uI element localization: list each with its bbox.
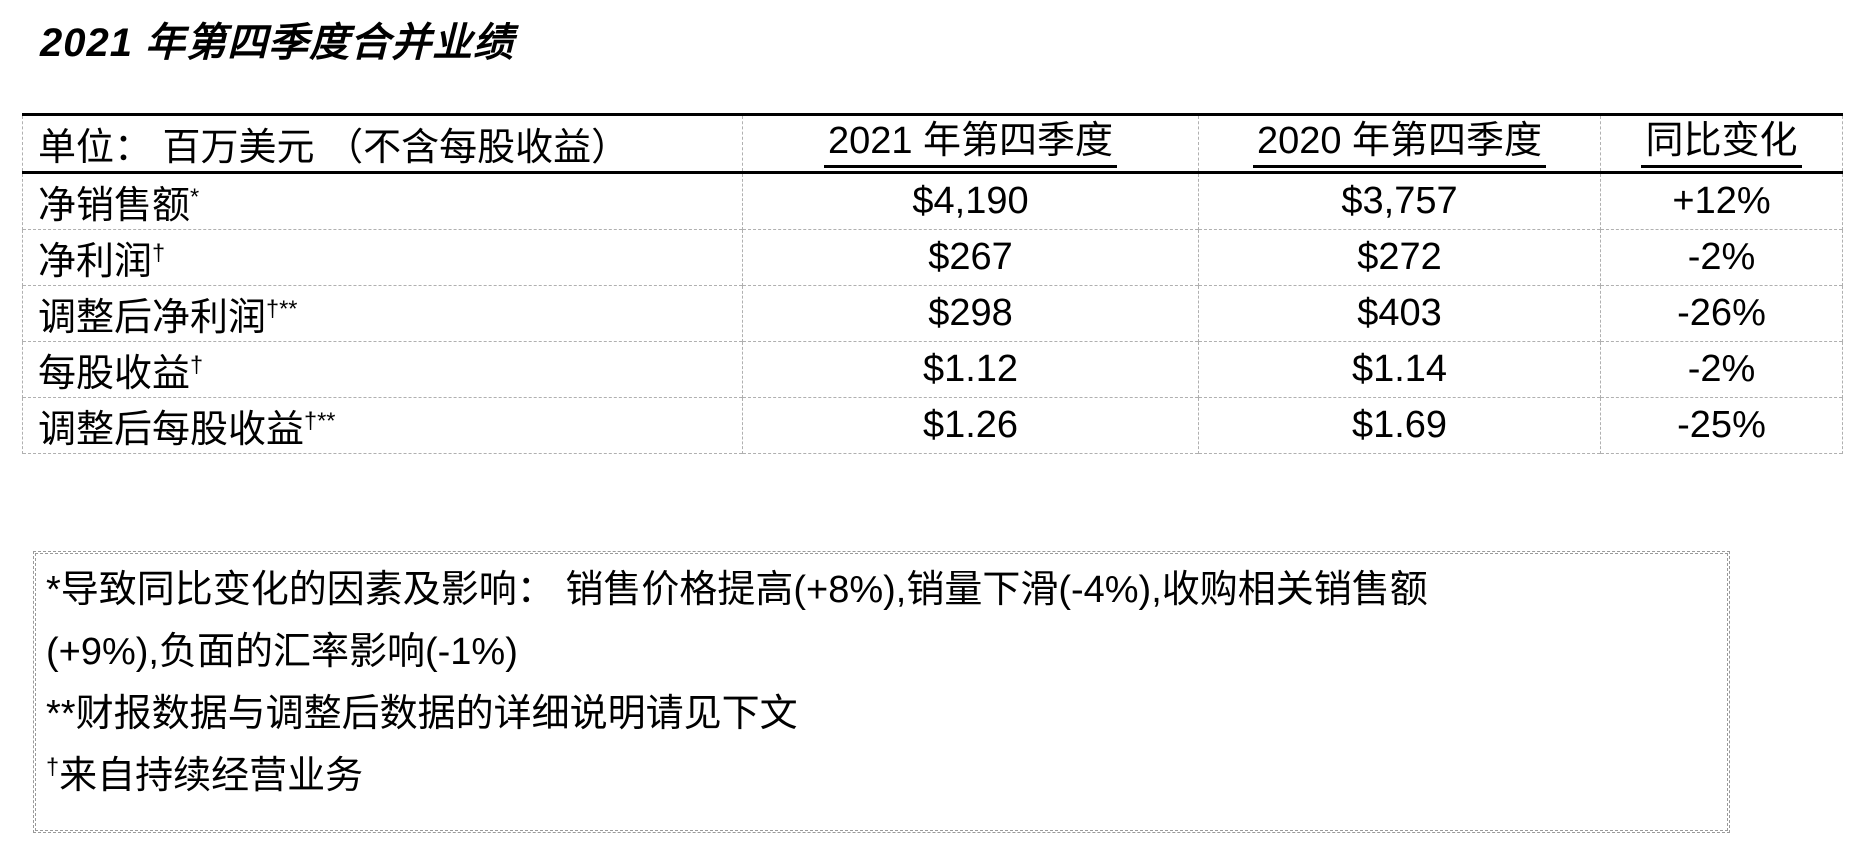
column-header-yoy-change: 同比变化 — [1641, 119, 1802, 169]
footnote-marker: * — [190, 183, 200, 210]
value-cell-2021: $1.12 — [742, 341, 1199, 398]
footnote-text: *导致同比变化的因素及影响： 销售价格提高(+8%),销量下滑(-4%),收购相… — [46, 569, 1428, 611]
unit-header-cell: 单位： 百万美元 （不含每股收益） — [22, 114, 743, 173]
footnote-marker: † — [152, 239, 166, 266]
table-header-row: 单位： 百万美元 （不含每股收益） 2021 年第四季度 2020 年第四季度 … — [22, 114, 1843, 173]
value-cell-2021: $4,190 — [742, 172, 1199, 230]
footnotes-box: *导致同比变化的因素及影响： 销售价格提高(+8%),销量下滑(-4%),收购相… — [33, 551, 1730, 833]
column-header-q4-2021-cell: 2021 年第四季度 — [742, 114, 1199, 173]
value-cell-2020: $272 — [1198, 229, 1601, 286]
value-cell-2020: $1.69 — [1198, 397, 1601, 454]
footnote-line: †来自持续经营业务 — [46, 745, 1717, 807]
column-header-q4-2020: 2020 年第四季度 — [1252, 119, 1547, 169]
footnote-line: (+9%),负面的汇率影响(-1%) — [46, 621, 1717, 683]
value-cell-2021: $298 — [742, 285, 1199, 342]
footnote-marker: †** — [266, 295, 298, 322]
column-header-q4-2020-cell: 2020 年第四季度 — [1198, 114, 1601, 173]
footnote-text: 来自持续经营业务 — [59, 755, 364, 797]
table-row-eps: 每股收益† $1.12 $1.14 -2% — [22, 341, 1843, 398]
table-row-adjusted-eps: 调整后每股收益†** $1.26 $1.69 -25% — [22, 397, 1843, 454]
row-label-text: 调整后每股收益 — [38, 409, 305, 451]
value-cell-2020: $3,757 — [1198, 172, 1601, 230]
row-label-text: 净利润 — [38, 241, 153, 283]
row-label-text: 净销售额 — [38, 185, 191, 227]
footnote-text: (+9%),负面的汇率影响(-1%) — [46, 631, 518, 673]
footnote-line: *导致同比变化的因素及影响： 销售价格提高(+8%),销量下滑(-4%),收购相… — [46, 559, 1717, 621]
column-header-yoy-change-cell: 同比变化 — [1600, 114, 1843, 173]
change-cell: -26% — [1600, 285, 1843, 342]
table-row-net-sales: 净销售额* $4,190 $3,757 +12% — [22, 172, 1843, 230]
change-cell: -2% — [1600, 229, 1843, 286]
row-label-text: 调整后净利润 — [38, 297, 267, 339]
value-cell-2021: $1.26 — [742, 397, 1199, 454]
row-label: 调整后每股收益†** — [22, 397, 743, 454]
next-section-heading-partial: 2021 年全年合并业绩 — [40, 836, 432, 842]
table-row-net-income: 净利润† $267 $272 -2% — [22, 229, 1843, 286]
footnote-text: **财报数据与调整后数据的详细说明请见下文 — [46, 693, 798, 735]
footnote-line: **财报数据与调整后数据的详细说明请见下文 — [46, 683, 1717, 745]
value-cell-2020: $1.14 — [1198, 341, 1601, 398]
footnote-marker: †** — [304, 407, 336, 434]
table-row-adjusted-net-income: 调整后净利润†** $298 $403 -26% — [22, 285, 1843, 342]
row-label: 每股收益† — [22, 341, 743, 398]
row-label: 净销售额* — [22, 172, 743, 230]
row-label: 净利润† — [22, 229, 743, 286]
value-cell-2020: $403 — [1198, 285, 1601, 342]
change-cell: -2% — [1600, 341, 1843, 398]
quarterly-results-table: 单位： 百万美元 （不含每股收益） 2021 年第四季度 2020 年第四季度 … — [22, 113, 1843, 454]
footnote-marker: † — [190, 351, 204, 378]
row-label-text: 每股收益 — [38, 353, 191, 395]
column-header-q4-2021: 2021 年第四季度 — [823, 119, 1118, 169]
footnote-marker: † — [46, 753, 60, 780]
row-label: 调整后净利润†** — [22, 285, 743, 342]
change-cell: -25% — [1600, 397, 1843, 454]
footnotes-box-inner: *导致同比变化的因素及影响： 销售价格提高(+8%),销量下滑(-4%),收购相… — [35, 553, 1728, 831]
page-title: 2021 年第四季度合并业绩 — [40, 21, 515, 65]
change-cell: +12% — [1600, 172, 1843, 230]
value-cell-2021: $267 — [742, 229, 1199, 286]
